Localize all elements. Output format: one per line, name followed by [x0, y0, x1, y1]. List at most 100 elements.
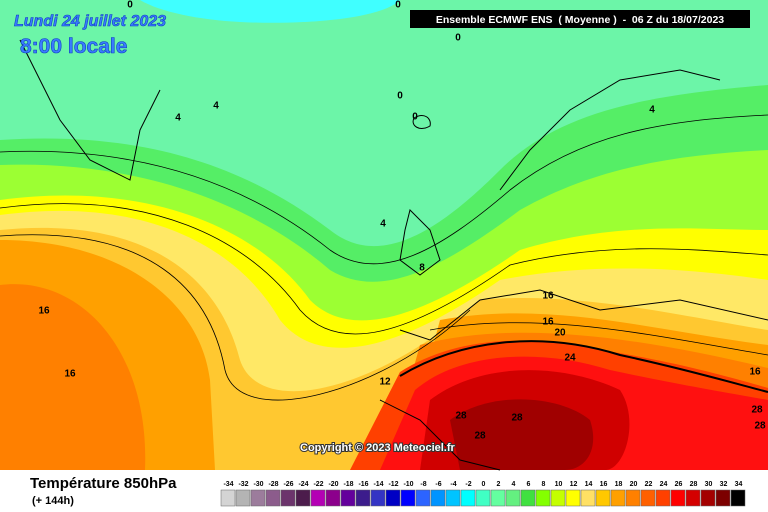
scale-swatch: [730, 489, 746, 507]
scale-label: 18: [615, 481, 623, 488]
contour-line: [0, 114, 768, 265]
scale-label: -24: [298, 481, 308, 488]
field-maroon: [450, 399, 594, 470]
scale-label: -8: [420, 481, 426, 488]
scale-swatch: [655, 489, 671, 507]
scale-swatch: [610, 489, 626, 507]
time: 8:00 locale: [20, 35, 127, 58]
scale-label: -16: [358, 481, 368, 488]
scale-label: -28: [268, 481, 278, 488]
scale-label: -22: [313, 481, 323, 488]
contour-label: 20: [554, 328, 566, 339]
scale-label: 28: [690, 481, 698, 488]
scale-swatch: [460, 489, 476, 507]
scale-swatch: [640, 489, 656, 507]
scale-swatch: [415, 489, 431, 507]
scale-label: 22: [645, 481, 653, 488]
scale-swatch: [355, 489, 371, 507]
scale-label: -2: [465, 481, 471, 488]
scale-label: 10: [555, 481, 563, 488]
contour-label: 0: [397, 91, 403, 102]
contour-line: [0, 234, 471, 401]
contour-label: 28: [754, 421, 766, 432]
field-cyan: [140, 0, 400, 23]
contour-label: 16: [749, 367, 761, 378]
scale-swatch: [475, 489, 491, 507]
scale-swatch: [400, 489, 416, 507]
coastline: [412, 115, 431, 129]
scale-swatch: [535, 489, 551, 507]
scale-label: 12: [570, 481, 578, 488]
scale-swatch: [490, 489, 506, 507]
scale-swatch: [235, 489, 251, 507]
scale-label: 2: [497, 481, 501, 488]
scale-label: 30: [705, 481, 713, 488]
coastline: [399, 209, 441, 276]
contour-lines: [0, 114, 768, 401]
scale-label: 32: [720, 481, 728, 488]
scale-swatch: [385, 489, 401, 507]
contour-label: 0: [412, 112, 418, 123]
scale-label: -18: [343, 481, 353, 488]
contour-label: 8: [419, 263, 425, 274]
scale-label: 14: [585, 481, 593, 488]
scale-swatch: [565, 489, 581, 507]
scale-swatch: [280, 489, 296, 507]
contour-line: [429, 322, 768, 356]
scale-label: 34: [735, 481, 743, 488]
contour-label: 0: [127, 0, 133, 11]
scale-swatch: [520, 489, 536, 507]
color-scale: -34 -32 -30 -28 -26 -24 -22 -20 -18 -16 -14 -12 -10-…: [220, 481, 746, 507]
scale-label: 6: [527, 481, 531, 488]
coastlines: [19, 39, 768, 471]
scale-label: 16: [600, 481, 608, 488]
scale-label: -6: [435, 481, 441, 488]
scale-swatch: [505, 489, 521, 507]
contour-label: 0: [395, 0, 401, 11]
scale-label: -30: [253, 481, 263, 488]
scale-label: -10: [403, 481, 413, 488]
scale-swatch: [580, 489, 596, 507]
scale-swatch: [685, 489, 701, 507]
scale-label: 20: [630, 481, 638, 488]
contour-label: 16: [64, 369, 76, 380]
model-box: [410, 10, 750, 28]
contour-line: [0, 203, 768, 335]
scale-swatch: [370, 489, 386, 507]
contour-line: [399, 340, 768, 393]
legend-title: Température 850hPa: [30, 475, 177, 492]
coastline: [379, 399, 501, 471]
scale-label: -4: [450, 481, 456, 488]
scale-swatch: [550, 489, 566, 507]
contour-label: 28: [455, 411, 467, 422]
contour-label: 28: [474, 431, 486, 442]
contour-label: 28: [751, 405, 763, 416]
scale-swatch: [250, 489, 266, 507]
coastline: [19, 39, 161, 181]
coastline: [499, 69, 721, 191]
scale-label: 24: [660, 481, 668, 488]
scale-swatch: [595, 489, 611, 507]
scale-swatch: [325, 489, 341, 507]
contour-label: 4: [175, 113, 181, 124]
contour-label: 24: [564, 353, 576, 364]
scale-swatch: [700, 489, 716, 507]
legend-subtitle: (+ 144h): [32, 495, 74, 507]
contour-label: 4: [213, 101, 219, 112]
scale-swatch: [715, 489, 731, 507]
scale-label: -26: [283, 481, 293, 488]
contour-label: 16: [38, 306, 50, 317]
scale-label: -12: [388, 481, 398, 488]
scale-swatch: [295, 489, 311, 507]
contour-label: 12: [379, 377, 391, 388]
contour-label: 16: [542, 317, 554, 328]
scale-swatch: [220, 489, 236, 507]
scale-label: 4: [512, 481, 516, 488]
scale-label: 8: [542, 481, 546, 488]
scale-label: 26: [675, 481, 683, 488]
scale-swatch: [340, 489, 356, 507]
scale-swatch: [430, 489, 446, 507]
